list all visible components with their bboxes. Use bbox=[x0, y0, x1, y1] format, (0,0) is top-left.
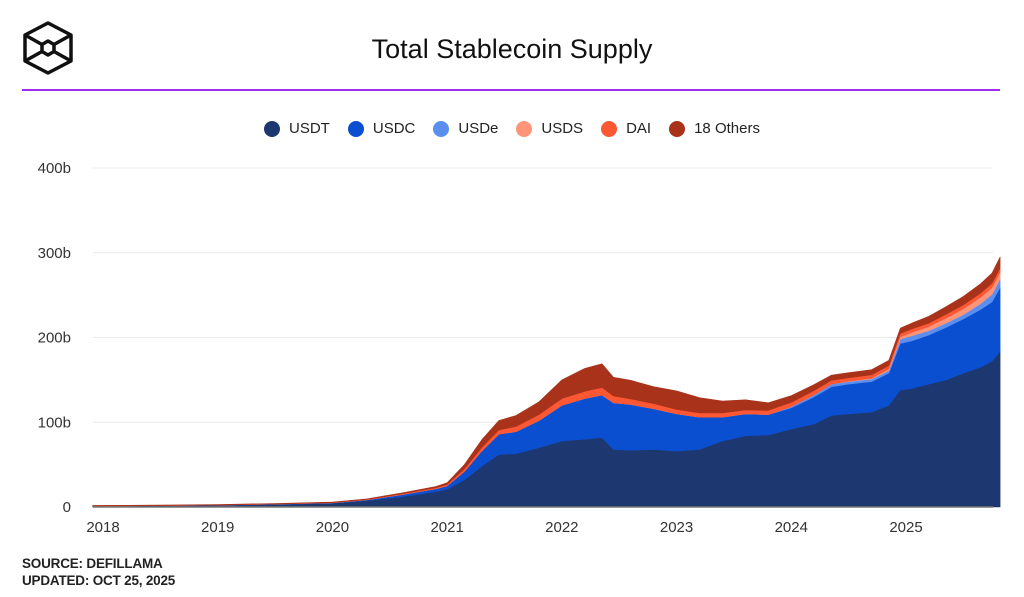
y-tick-label: 100b bbox=[38, 414, 71, 431]
legend-swatch bbox=[516, 120, 533, 137]
x-tick-label: 2021 bbox=[430, 519, 463, 536]
legend-item[interactable]: 18 Others bbox=[669, 120, 760, 137]
legend-item[interactable]: USDS bbox=[516, 120, 583, 137]
chart-title: Total Stablecoin Supply bbox=[371, 34, 653, 64]
legend-label: USDT bbox=[289, 120, 330, 137]
legend-item[interactable]: USDT bbox=[264, 120, 330, 137]
legend-item[interactable]: USDe bbox=[433, 120, 498, 137]
legend-swatch bbox=[601, 120, 618, 137]
x-tick-label: 2025 bbox=[889, 519, 922, 536]
source-note: SOURCE: DEFILLAMA bbox=[22, 556, 163, 571]
updated-note: UPDATED: OCT 25, 2025 bbox=[22, 573, 176, 588]
y-tick-label: 0 bbox=[63, 499, 71, 516]
x-tick-label: 2024 bbox=[775, 519, 808, 536]
chart-legend: USDT USDC USDe USDS DAI 18 Others bbox=[0, 120, 1024, 137]
legend-item[interactable]: DAI bbox=[601, 120, 651, 137]
legend-label: DAI bbox=[626, 120, 652, 137]
legend-label: USDC bbox=[372, 120, 416, 137]
legend-swatch bbox=[669, 120, 686, 137]
y-tick-label: 400b bbox=[38, 160, 71, 177]
x-tick-label: 2018 bbox=[86, 519, 119, 536]
area-series-18-others[interactable] bbox=[92, 256, 1001, 507]
chart-footer: SOURCE: DEFILLAMA UPDATED: OCT 25, 2025 bbox=[22, 555, 175, 589]
y-tick-label: 300b bbox=[38, 245, 71, 262]
x-tick-label: 2023 bbox=[660, 519, 693, 536]
legend-label: USDS bbox=[541, 120, 584, 137]
y-tick-label: 200b bbox=[38, 330, 71, 347]
title-divider bbox=[22, 89, 1000, 91]
legend-label: 18 Others bbox=[694, 120, 760, 137]
legend-swatch bbox=[347, 120, 364, 137]
legend-item[interactable]: USDC bbox=[347, 120, 416, 137]
cube-logo-icon bbox=[23, 21, 73, 75]
x-tick-label: 2019 bbox=[201, 519, 234, 536]
legend-swatch bbox=[264, 120, 281, 137]
legend-swatch bbox=[433, 120, 450, 137]
legend-label: USDe bbox=[458, 120, 499, 137]
x-tick-label: 2022 bbox=[545, 519, 578, 536]
x-tick-label: 2020 bbox=[316, 519, 349, 536]
